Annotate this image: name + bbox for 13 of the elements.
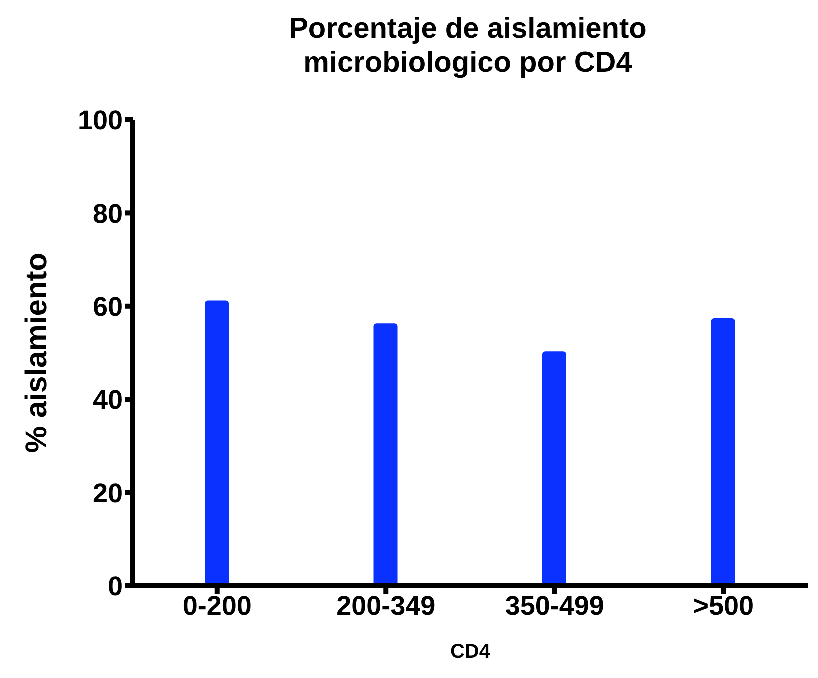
chart-title: Porcentaje de aislamiento microbiologico por CD4 [288,12,648,81]
y-tick-label: 0 [108,572,123,602]
x-tick-label: 200-349 [336,591,436,622]
y-tick-label: 60 [92,292,123,322]
x-axis-title: CD4 [450,641,492,663]
y-tick-label: 100 [78,106,123,136]
y-tick-label: 80 [92,198,123,229]
x-tick-label: 0-200 [182,591,252,622]
x-tick-label: 350-499 [505,591,604,622]
y-axis-title: % aislamiento [20,252,54,454]
y-tick-label: 20 [92,478,123,508]
y-tick-label: 40 [92,385,123,416]
x-tick-label: >500 [693,591,754,622]
